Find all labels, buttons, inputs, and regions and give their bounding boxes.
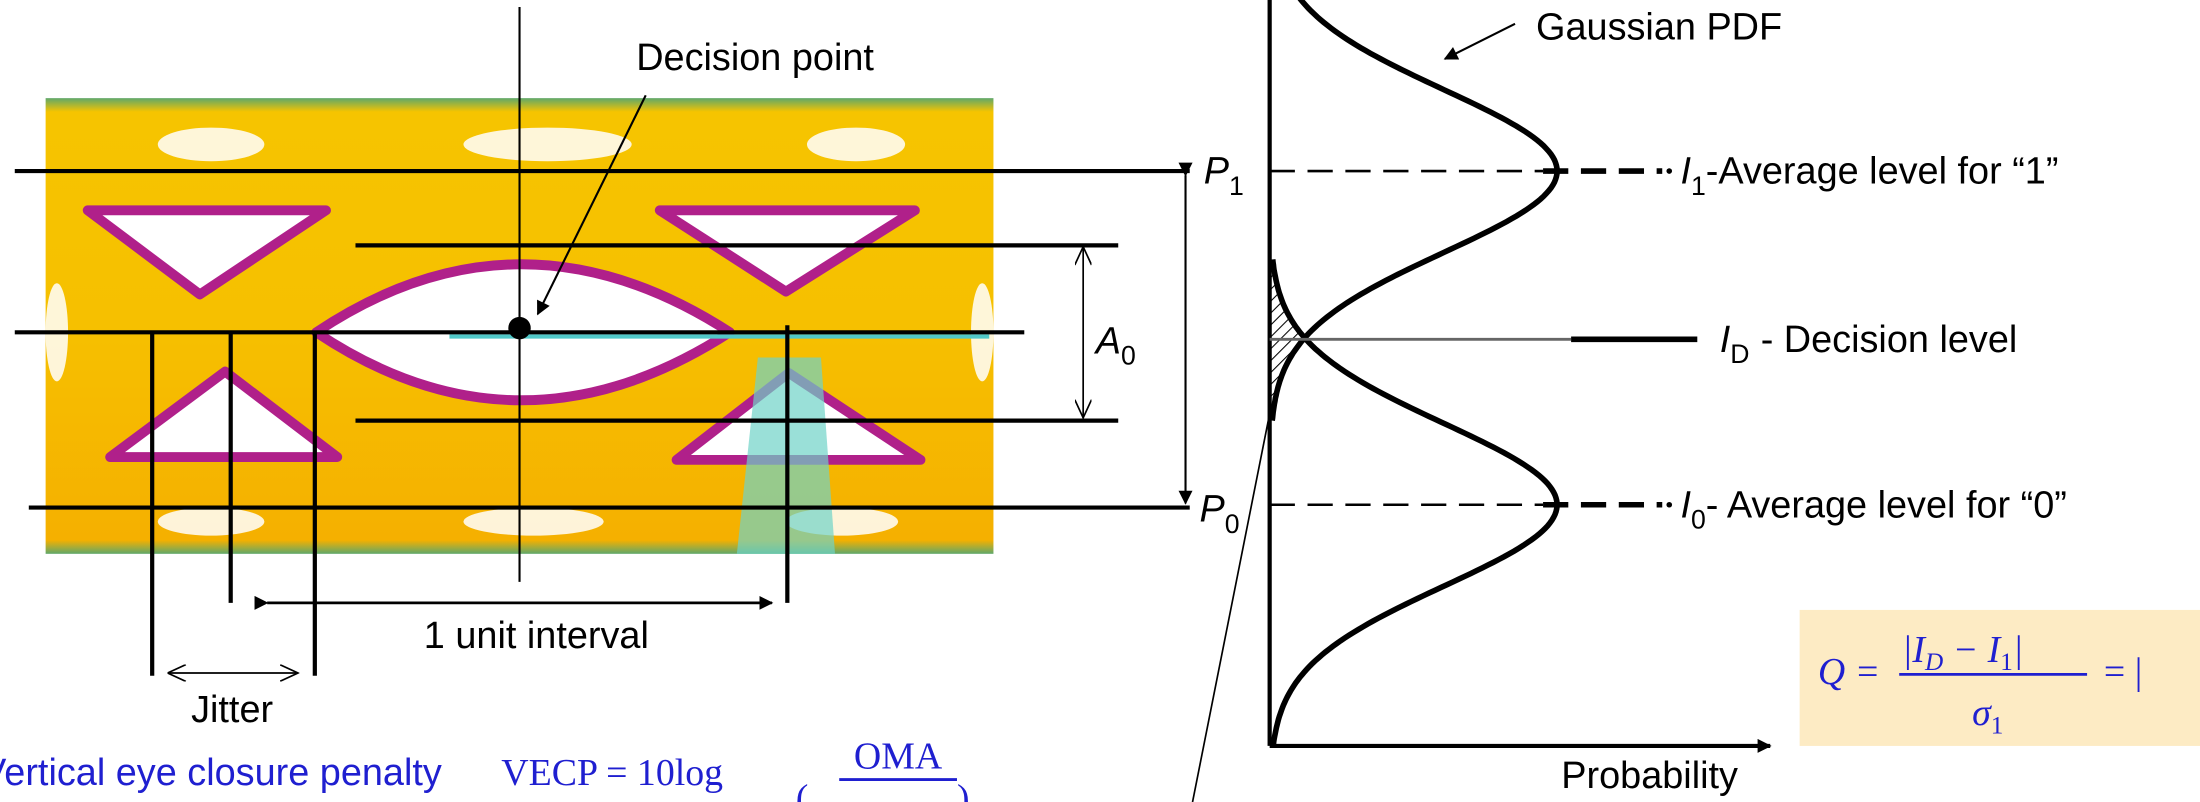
pdf-diagram: Gaussian PDF I1-Average level for “1” ID…: [1193, 0, 2200, 802]
label: Decision point: [636, 37, 874, 79]
text-part: 0: [1691, 505, 1706, 535]
text-part: A: [1094, 320, 1121, 362]
shape: [807, 128, 905, 162]
label: A0: [1094, 320, 1136, 370]
label: Gaussian PDF: [1536, 6, 1782, 48]
label: ID - Decision level: [1720, 319, 2018, 369]
page: {"eye_diagram": { "decision_point": "Dec…: [0, 0, 2200, 802]
label: Jitter: [191, 689, 273, 731]
text-part: P: [1204, 151, 1229, 193]
text-part: 0: [1121, 341, 1136, 371]
q-formula: Q = |ID − I1| σ1 = |: [1800, 610, 2200, 746]
label: I0- Average level for “0”: [1680, 484, 2066, 534]
label: P0: [1200, 489, 1240, 539]
text-part: 1: [1229, 171, 1244, 201]
text-part: σ: [1972, 692, 1992, 734]
diagram: Decision point P1 P0 A0 1 unit interval …: [0, 0, 2200, 802]
shape: [158, 128, 265, 162]
text-part: 1: [2000, 649, 2013, 676]
text-part: -Average level for “1”: [1706, 151, 2059, 193]
label: Vertical eye closure penalty: [0, 752, 442, 794]
shape: [1193, 414, 1270, 802]
text-part: - Average level for “0”: [1706, 484, 2067, 526]
formula: = |: [2104, 651, 2142, 693]
shape: [1666, 502, 1672, 508]
text-part: I: [1680, 151, 1691, 193]
paren: ): [957, 777, 970, 802]
shape: [158, 508, 265, 536]
vecp-formula: VECP = 10log ( OMA A0 ): [501, 735, 969, 802]
shape: [1666, 168, 1672, 174]
text-part: I: [1680, 484, 1691, 526]
text-part: − I: [1943, 629, 2002, 671]
shape: [508, 317, 530, 339]
shape: [1272, 0, 1557, 421]
shape: [463, 128, 631, 162]
axis-label: Probability: [1561, 755, 1738, 797]
shape: [1445, 24, 1515, 59]
text-part: 0: [1225, 509, 1240, 539]
formula: VECP = 10log: [501, 752, 723, 794]
paren: (: [796, 777, 809, 802]
text-part: I: [1720, 319, 1731, 361]
label: 1 unit interval: [424, 615, 649, 657]
text-part: D: [1924, 649, 1943, 676]
label: I1-Average level for “1”: [1680, 151, 2058, 201]
text-part: - Decision level: [1761, 319, 2018, 361]
formula: Q =: [1818, 651, 1880, 693]
text-part: A: [878, 794, 905, 802]
text-part: P: [1200, 489, 1225, 531]
shape: [463, 508, 603, 536]
label: P1: [1204, 151, 1244, 201]
text-part: D: [1730, 339, 1749, 369]
text-part: |: [2013, 629, 2023, 671]
text-part: |I: [1902, 629, 1927, 671]
formula: OMA: [854, 735, 943, 777]
text-part: 1: [1691, 171, 1706, 201]
formula: A0: [878, 794, 917, 802]
text-part: 1: [1991, 712, 2004, 739]
shape: [1273, 259, 1557, 744]
